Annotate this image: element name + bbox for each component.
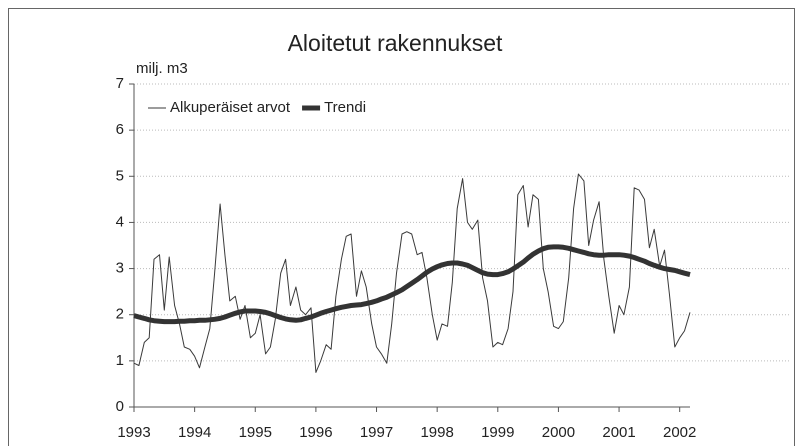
series-line bbox=[133, 244, 691, 325]
y-tick-label: 1 bbox=[116, 352, 124, 369]
chart-title: Aloitetut rakennukset bbox=[288, 30, 503, 56]
x-tick-label: 1995 bbox=[239, 424, 272, 441]
x-tick-label: 1993 bbox=[117, 424, 150, 441]
x-tick-label: 2002 bbox=[663, 424, 696, 441]
y-axis-label: milj. m3 bbox=[136, 60, 188, 77]
x-tick-label: 1997 bbox=[360, 424, 393, 441]
x-tick-label: 1998 bbox=[420, 424, 453, 441]
y-tick-label: 4 bbox=[116, 213, 124, 230]
x-tick-label: 1996 bbox=[299, 424, 332, 441]
y-tick-label: 3 bbox=[116, 260, 124, 277]
frame bbox=[8, 8, 795, 446]
legend-label: Alkuperäiset arvot bbox=[170, 99, 291, 116]
y-tick-label: 7 bbox=[116, 75, 124, 92]
x-tick-label: 2001 bbox=[602, 424, 635, 441]
y-tick-label: 0 bbox=[116, 398, 124, 415]
x-tick-label: 1994 bbox=[178, 424, 211, 441]
y-tick-label: 5 bbox=[116, 167, 124, 184]
x-tick-label: 2000 bbox=[542, 424, 575, 441]
x-tick-label: 1999 bbox=[481, 424, 514, 441]
legend-label: Trendi bbox=[324, 99, 366, 116]
y-tick-label: 2 bbox=[116, 306, 124, 323]
series-line bbox=[133, 173, 691, 373]
y-tick-label: 6 bbox=[116, 121, 124, 138]
